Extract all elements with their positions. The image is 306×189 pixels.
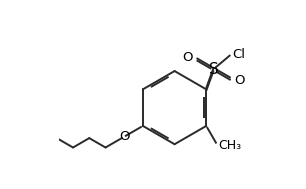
Text: O: O (119, 130, 129, 143)
Text: S: S (209, 62, 218, 77)
Text: O: O (235, 74, 245, 87)
Text: CH₃: CH₃ (218, 139, 242, 152)
Text: Cl: Cl (233, 48, 245, 61)
Text: O: O (182, 51, 192, 64)
